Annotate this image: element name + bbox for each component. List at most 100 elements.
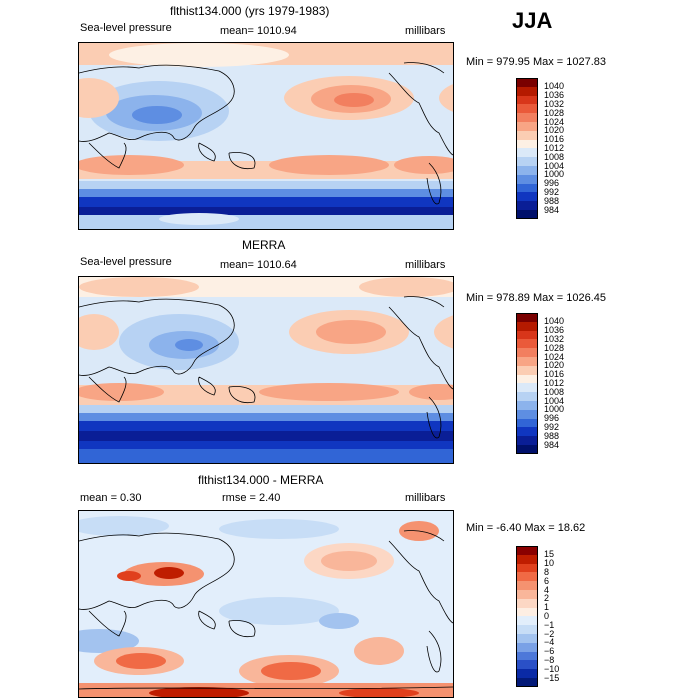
colorbar-swatch [516, 634, 538, 643]
colorbar-label: 1040 [544, 316, 565, 327]
season-label: JJA [512, 8, 553, 33]
panel-3-units: millibars [405, 492, 446, 504]
colorbar-swatch [516, 78, 538, 87]
colorbar-swatch [516, 625, 538, 634]
colorbar-label: −4 [544, 637, 555, 648]
colorbar-swatch [516, 166, 538, 175]
colorbar-swatch [516, 678, 538, 687]
colorbar-label: 6 [544, 575, 550, 586]
colorbar-label: 1004 [544, 160, 565, 171]
colorbar-label: 1000 [544, 169, 565, 180]
colorbar-swatch [516, 581, 538, 590]
colorbar-label: 996 [544, 178, 560, 189]
colorbar-label: −10 [544, 663, 560, 674]
colorbar-label: 10 [544, 558, 555, 569]
colorbar-label: 1016 [544, 134, 565, 145]
colorbar-label: 1020 [544, 125, 565, 136]
colorbar-label: −8 [544, 654, 555, 665]
colorbar-swatch [516, 409, 538, 419]
colorbar-label: 8 [544, 566, 550, 577]
colorbar-label: 1004 [544, 395, 565, 406]
colorbar-label: −6 [544, 646, 555, 657]
colorbar-swatch [516, 383, 538, 393]
panel-3-map [78, 510, 454, 698]
colorbar-label: 1008 [544, 386, 565, 397]
panel-2-map [78, 276, 454, 464]
colorbar-swatch [516, 313, 538, 322]
colorbar-swatch [516, 572, 538, 582]
colorbar-swatch [516, 418, 538, 428]
panel-2-units: millibars [405, 259, 446, 271]
colorbar-swatch [516, 139, 538, 149]
colorbar-label: 1008 [544, 151, 565, 162]
colorbar-label: 992 [544, 421, 560, 432]
panel-2-title: MERRA [242, 238, 286, 252]
colorbar-label: 988 [544, 430, 560, 441]
colorbar-swatch [516, 95, 538, 105]
colorbar-swatch [516, 374, 538, 384]
colorbar-label: 1032 [544, 333, 565, 344]
colorbar-swatch [516, 348, 538, 357]
colorbar-swatch [516, 357, 538, 366]
colorbar-label: 1000 [544, 404, 565, 415]
colorbar-label: 996 [544, 413, 560, 424]
colorbar-swatch [516, 210, 538, 219]
colorbar-swatch [516, 401, 538, 410]
colorbar-label: 984 [544, 439, 560, 450]
colorbar-label: 1024 [544, 351, 565, 362]
panel-2-left-label: Sea-level pressure [80, 256, 172, 268]
colorbar-swatch [516, 427, 538, 437]
colorbar-label: −1 [544, 619, 555, 630]
panel-1-title: flthist134.000 (yrs 1979-1983) [170, 4, 330, 18]
colorbar-swatch [516, 651, 538, 661]
colorbar-label: 1036 [544, 90, 565, 101]
colorbar-label: 1032 [544, 98, 565, 109]
colorbar-swatch [516, 660, 538, 670]
panel-2-mean: mean= 1010.64 [220, 259, 297, 271]
colorbar-label: 1 [544, 602, 550, 613]
colorbar-swatch [516, 192, 538, 202]
colorbar-label: 1028 [544, 342, 565, 353]
panel-3-mean: mean = 0.30 [80, 492, 142, 504]
colorbar-swatch [516, 113, 538, 122]
colorbar-label: 992 [544, 186, 560, 197]
panel-3-title: flthist134.000 - MERRA [198, 473, 324, 487]
colorbar-swatch [516, 642, 538, 652]
colorbar-label: 1024 [544, 116, 565, 127]
colorbar-swatch [516, 590, 538, 599]
colorbar-swatch [516, 445, 538, 454]
colorbar-label: 2 [544, 593, 550, 604]
panel-1-mean: mean= 1010.94 [220, 25, 297, 37]
colorbar-swatch [516, 157, 538, 166]
colorbar-swatch [516, 339, 538, 349]
colorbar-swatch [516, 130, 538, 140]
colorbar-swatch [516, 330, 538, 340]
colorbar-swatch [516, 86, 538, 96]
colorbar-swatch [516, 436, 538, 445]
colorbar-swatch [516, 392, 538, 401]
colorbar-label: 1036 [544, 325, 565, 336]
panel-3-minmax: Min = -6.40 Max = 18.62 [466, 522, 586, 534]
panel-2-minmax: Min = 978.89 Max = 1026.45 [466, 292, 607, 304]
colorbar-swatch [516, 321, 538, 331]
colorbar-label: 1020 [544, 360, 565, 371]
colorbar-swatch [516, 365, 538, 375]
colorbar-label: −15 [544, 672, 560, 683]
colorbar-label: 1012 [544, 142, 565, 153]
colorbar-swatch [516, 563, 538, 573]
colorbar-swatch [516, 183, 538, 193]
colorbar-label: 1012 [544, 377, 565, 388]
colorbar-label: −2 [544, 628, 555, 639]
colorbar-swatch [516, 669, 538, 678]
colorbar-label: 4 [544, 584, 550, 595]
colorbar-swatch [516, 148, 538, 158]
colorbar-label: 984 [544, 204, 560, 215]
colorbar-label: 988 [544, 195, 560, 206]
colorbar-swatch [516, 104, 538, 114]
colorbar-swatch [516, 554, 538, 564]
colorbar-swatch [516, 122, 538, 131]
panel-3-rmse: rmse = 2.40 [222, 492, 281, 504]
colorbar-swatch [516, 616, 538, 626]
colorbar-label: 15 [544, 549, 555, 560]
panel-1-map [78, 42, 454, 230]
